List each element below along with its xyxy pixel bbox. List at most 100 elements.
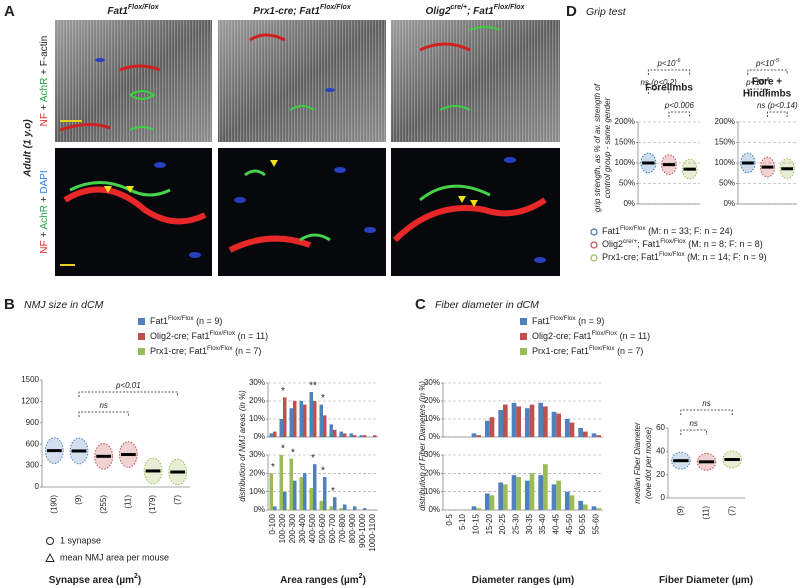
significance-star: * xyxy=(321,466,325,477)
legend-label-part: (n = 9) xyxy=(576,316,605,326)
significance-label-part: p<0.01 xyxy=(115,381,141,390)
bar xyxy=(309,392,313,437)
significance-star: * xyxy=(331,486,335,497)
significance-bracket xyxy=(767,111,788,117)
y-tick-label: 60 xyxy=(656,423,665,432)
y-tick-label: 0 xyxy=(661,493,666,502)
significance-bracket xyxy=(680,409,733,415)
stain-label-part: + xyxy=(39,194,50,205)
x-tick-label: 1000-1100 xyxy=(368,513,377,551)
y-tick-label: 20% xyxy=(424,468,440,477)
panel-title: NMJ size in dCM xyxy=(24,299,104,311)
significance-label: p<0.01 xyxy=(115,381,141,390)
column-header-part: ; Fat1 xyxy=(467,6,494,17)
x-axis-label-part: Diameter ranges (µm) xyxy=(472,575,574,586)
legend-label-part: (n = 9) xyxy=(194,316,223,326)
x-axis-label: Diameter ranges (µm) xyxy=(472,575,574,586)
bar xyxy=(538,402,543,437)
x-tick-label: (190) xyxy=(49,495,58,514)
panel-label: B xyxy=(4,296,15,313)
bar xyxy=(363,435,367,437)
bar xyxy=(329,424,333,437)
legend-marker xyxy=(590,254,598,262)
legend-swatch xyxy=(520,333,527,340)
bar xyxy=(309,488,313,510)
stain-label-part: AchR xyxy=(39,78,50,102)
bar xyxy=(489,417,495,437)
bar xyxy=(343,433,347,437)
column-header-part: Olig2 xyxy=(426,6,451,17)
x-tick-label: 0-100 xyxy=(268,513,277,534)
significance-bracket xyxy=(680,429,707,435)
panel-label: D xyxy=(566,3,577,20)
y-tick-label: 10% xyxy=(424,414,440,423)
x-tick-label: 30-35 xyxy=(525,513,534,534)
legend-label-part: Flox/Flox xyxy=(550,315,576,322)
bar xyxy=(323,477,327,510)
x-tick-label: (11) xyxy=(123,495,132,509)
x-tick-label: 300-400 xyxy=(298,513,307,543)
legend-label: Olig2cre/+; Fat1Flox/Flox (M: n = 8; F: … xyxy=(602,238,763,249)
y-tick-label: 1500 xyxy=(21,375,39,384)
bar xyxy=(353,435,357,437)
column-header-part: Fat1 xyxy=(107,6,128,17)
significance-label: p<10-6 xyxy=(656,58,681,68)
legend-marker xyxy=(590,228,598,236)
y-tick-label: 1200 xyxy=(21,397,39,406)
column-header-part: cre/+ xyxy=(451,4,468,11)
y-tick-label: 30% xyxy=(424,378,440,387)
x-tick-label: 600-700 xyxy=(328,513,337,543)
x-tick-label: 35-40 xyxy=(538,513,547,534)
bar xyxy=(363,508,367,510)
legend-label-part: Flox/Flox xyxy=(207,345,233,352)
synapse xyxy=(129,26,501,131)
bar xyxy=(498,482,503,510)
legend-label-part: Olig2-cre; Fat1 xyxy=(532,331,592,341)
bar xyxy=(471,506,477,510)
significance-label: ns (p<0.14) xyxy=(757,101,798,110)
significance-label-part: p<10 xyxy=(656,59,676,68)
bar xyxy=(489,495,495,510)
x-tick-label: (179) xyxy=(148,495,157,514)
column-header-part: Prx1-cre; Fat1 xyxy=(253,6,320,17)
bar xyxy=(529,473,535,510)
legend-swatch xyxy=(138,318,145,325)
bar xyxy=(591,433,597,437)
bar xyxy=(329,506,333,510)
y-tick-label: 0% xyxy=(428,505,440,514)
significance-star: * xyxy=(321,393,325,404)
significance-star: * xyxy=(291,447,295,458)
column-header: Prx1-cre; Fat1Flox/Flox xyxy=(253,4,352,16)
y-axis-label: control group - same gender xyxy=(603,97,612,198)
column-header: Olig2cre/+; Fat1Flox/Flox xyxy=(426,4,526,16)
x-tick-label: 55-60 xyxy=(591,513,600,534)
bar xyxy=(565,491,570,510)
significance-label-part: -3 xyxy=(764,77,770,83)
bar xyxy=(269,473,273,510)
y-tick-label: 20% xyxy=(249,468,265,477)
x-tick-label: (11) xyxy=(702,506,711,520)
bar xyxy=(269,433,273,437)
bar xyxy=(319,500,323,510)
nerve xyxy=(63,186,547,253)
legend-marker xyxy=(590,241,598,249)
x-tick-label: 400-500 xyxy=(308,513,317,543)
legend-label-part: Flox/Flox xyxy=(659,251,685,258)
significance-star: * xyxy=(271,462,275,473)
bar xyxy=(333,497,337,510)
bar xyxy=(289,458,293,510)
bar xyxy=(511,402,517,437)
y-axis-label: (one dot per mouse) xyxy=(644,427,653,499)
arrowheads xyxy=(104,160,478,207)
stain-label-part: NF xyxy=(39,240,50,253)
y-tick-label: 100% xyxy=(715,158,735,167)
y-tick-label: 20 xyxy=(656,470,665,479)
nerve xyxy=(59,33,471,132)
bar xyxy=(471,433,477,437)
legend-marker xyxy=(45,552,55,562)
significance-label: p<0.006 xyxy=(664,101,695,110)
panel-title: Grip test xyxy=(586,6,627,18)
legend-label: Olig2-cre; Fat1Flox/Flox (n = 11) xyxy=(150,330,268,341)
y-tick-label: 100% xyxy=(615,158,635,167)
y-axis-label: grip strength, as % of av. strength of xyxy=(593,83,602,212)
